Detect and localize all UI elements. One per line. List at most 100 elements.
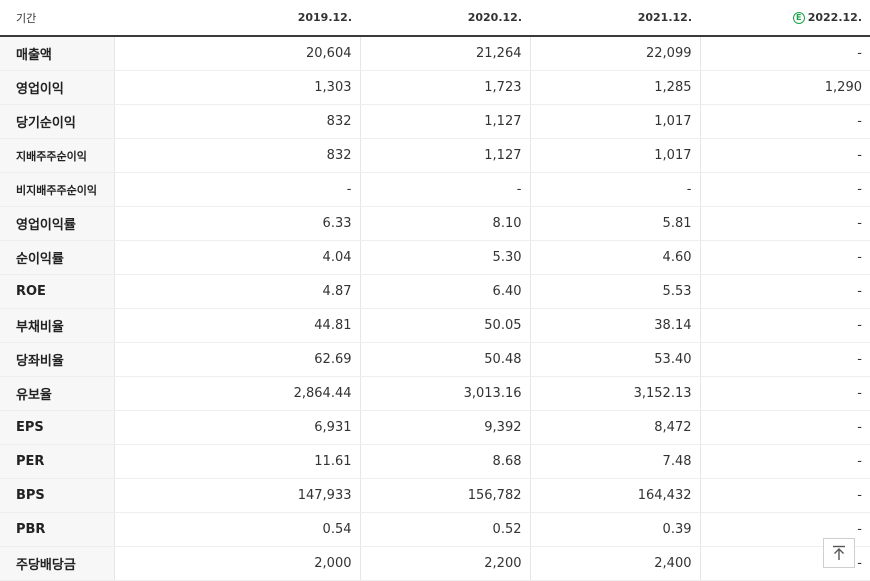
cell-value: 3,152.13 xyxy=(529,376,700,411)
table-row: 당좌비율 62.69 50.48 53.40 - xyxy=(0,342,870,377)
cell-value: 8,472 xyxy=(529,410,700,445)
row-label: 영업이익 xyxy=(0,70,114,105)
scroll-to-top-button[interactable] xyxy=(823,538,855,568)
cell-value: 1,290 xyxy=(699,70,870,105)
cell-value: 11.61 xyxy=(113,444,360,479)
cell-value: 8.10 xyxy=(359,206,530,241)
row-label: PBR xyxy=(0,512,114,547)
table-row: 지배주주순이익 832 1,127 1,017 - xyxy=(0,138,870,173)
cell-value: - xyxy=(699,342,870,377)
cell-value: 832 xyxy=(113,104,360,139)
cell-value: 1,127 xyxy=(359,104,530,139)
table-row: EPS 6,931 9,392 8,472 - xyxy=(0,410,870,445)
cell-value: 4.04 xyxy=(113,240,360,275)
cell-value: 21,264 xyxy=(359,36,530,71)
table-row: PER 11.61 8.68 7.48 - xyxy=(0,444,870,479)
cell-value: 2,400 xyxy=(529,546,700,581)
cell-value: 0.54 xyxy=(113,512,360,547)
cell-value: 38.14 xyxy=(529,308,700,343)
row-label: 순이익률 xyxy=(0,240,114,275)
cell-value: - xyxy=(113,172,360,207)
table-row: 영업이익률 6.33 8.10 5.81 - xyxy=(0,206,870,241)
table-row: 비지배주주순이익 - - - - xyxy=(0,172,870,207)
cell-value: 1,017 xyxy=(529,138,700,173)
table-header-row: 기간 2019.12. 2020.12. 2021.12. E 2022.12. xyxy=(0,0,870,37)
cell-value: - xyxy=(699,478,870,513)
table-row: BPS 147,933 156,782 164,432 - xyxy=(0,478,870,513)
cell-value: 50.48 xyxy=(359,342,530,377)
row-label: EPS xyxy=(0,410,114,445)
cell-value: - xyxy=(699,308,870,343)
cell-value: 164,432 xyxy=(529,478,700,513)
cell-value: - xyxy=(699,206,870,241)
row-label: PER xyxy=(0,444,114,479)
cell-value: - xyxy=(699,444,870,479)
cell-value: 0.39 xyxy=(529,512,700,547)
table-row: 순이익률 4.04 5.30 4.60 - xyxy=(0,240,870,275)
cell-value: 5.81 xyxy=(529,206,700,241)
estimate-badge-icon: E xyxy=(792,12,805,24)
cell-value: 6.33 xyxy=(113,206,360,241)
row-label: 당좌비율 xyxy=(0,342,114,377)
table-row: 유보율 2,864.44 3,013.16 3,152.13 - xyxy=(0,376,870,411)
cell-value: 1,723 xyxy=(359,70,530,105)
row-label: 비지배주주순이익 xyxy=(0,172,114,207)
cell-value: 147,933 xyxy=(113,478,360,513)
table-row: 주당배당금 2,000 2,200 2,400 - xyxy=(0,546,870,581)
cell-value: 53.40 xyxy=(529,342,700,377)
cell-value: - xyxy=(699,172,870,207)
year-header-2021: 2021.12. xyxy=(530,0,700,37)
cell-value: 5.53 xyxy=(529,274,700,309)
cell-value: 6,931 xyxy=(113,410,360,445)
table-row: ROE 4.87 6.40 5.53 - xyxy=(0,274,870,309)
row-label: 주당배당금 xyxy=(0,546,114,581)
cell-value: 2,864.44 xyxy=(113,376,360,411)
cell-value: 4.60 xyxy=(529,240,700,275)
row-label: ROE xyxy=(0,274,114,309)
cell-value: 2,200 xyxy=(359,546,530,581)
row-label: 유보율 xyxy=(0,376,114,411)
row-label: 당기순이익 xyxy=(0,104,114,139)
row-label: 영업이익률 xyxy=(0,206,114,241)
cell-value: 3,013.16 xyxy=(359,376,530,411)
arrow-up-to-top-icon xyxy=(833,545,845,560)
cell-value: 2,000 xyxy=(113,546,360,581)
table-row: 영업이익 1,303 1,723 1,285 1,290 xyxy=(0,70,870,105)
cell-value: 156,782 xyxy=(359,478,530,513)
period-header: 기간 xyxy=(0,0,114,37)
cell-value: 50.05 xyxy=(359,308,530,343)
cell-value: - xyxy=(699,376,870,411)
cell-value: 0.52 xyxy=(359,512,530,547)
cell-value: - xyxy=(699,138,870,173)
cell-value: - xyxy=(699,274,870,309)
cell-value: 8.68 xyxy=(359,444,530,479)
row-label: BPS xyxy=(0,478,114,513)
row-label: 매출액 xyxy=(0,36,114,71)
cell-value: 1,285 xyxy=(529,70,700,105)
year-header-2020: 2020.12. xyxy=(360,0,530,37)
cell-value: 22,099 xyxy=(529,36,700,71)
row-label: 지배주주순이익 xyxy=(0,138,114,173)
table-row: PBR 0.54 0.52 0.39 - xyxy=(0,512,870,547)
cell-value: 1,303 xyxy=(113,70,360,105)
cell-value: 7.48 xyxy=(529,444,700,479)
cell-value: - xyxy=(699,104,870,139)
cell-value: 1,127 xyxy=(359,138,530,173)
cell-value: 4.87 xyxy=(113,274,360,309)
cell-value: - xyxy=(699,240,870,275)
cell-value: - xyxy=(699,410,870,445)
cell-value: - xyxy=(359,172,530,207)
cell-value: 5.30 xyxy=(359,240,530,275)
table-row: 매출액 20,604 21,264 22,099 - xyxy=(0,36,870,71)
cell-value: 1,017 xyxy=(529,104,700,139)
table-row: 부채비율 44.81 50.05 38.14 - xyxy=(0,308,870,343)
cell-value: 44.81 xyxy=(113,308,360,343)
cell-value: - xyxy=(529,172,700,207)
cell-value: 62.69 xyxy=(113,342,360,377)
row-label: 부채비율 xyxy=(0,308,114,343)
year-header-2019: 2019.12. xyxy=(114,0,360,37)
cell-value: 20,604 xyxy=(113,36,360,71)
year-header-2022-label: 2022.12. xyxy=(807,11,862,24)
cell-value: 9,392 xyxy=(359,410,530,445)
